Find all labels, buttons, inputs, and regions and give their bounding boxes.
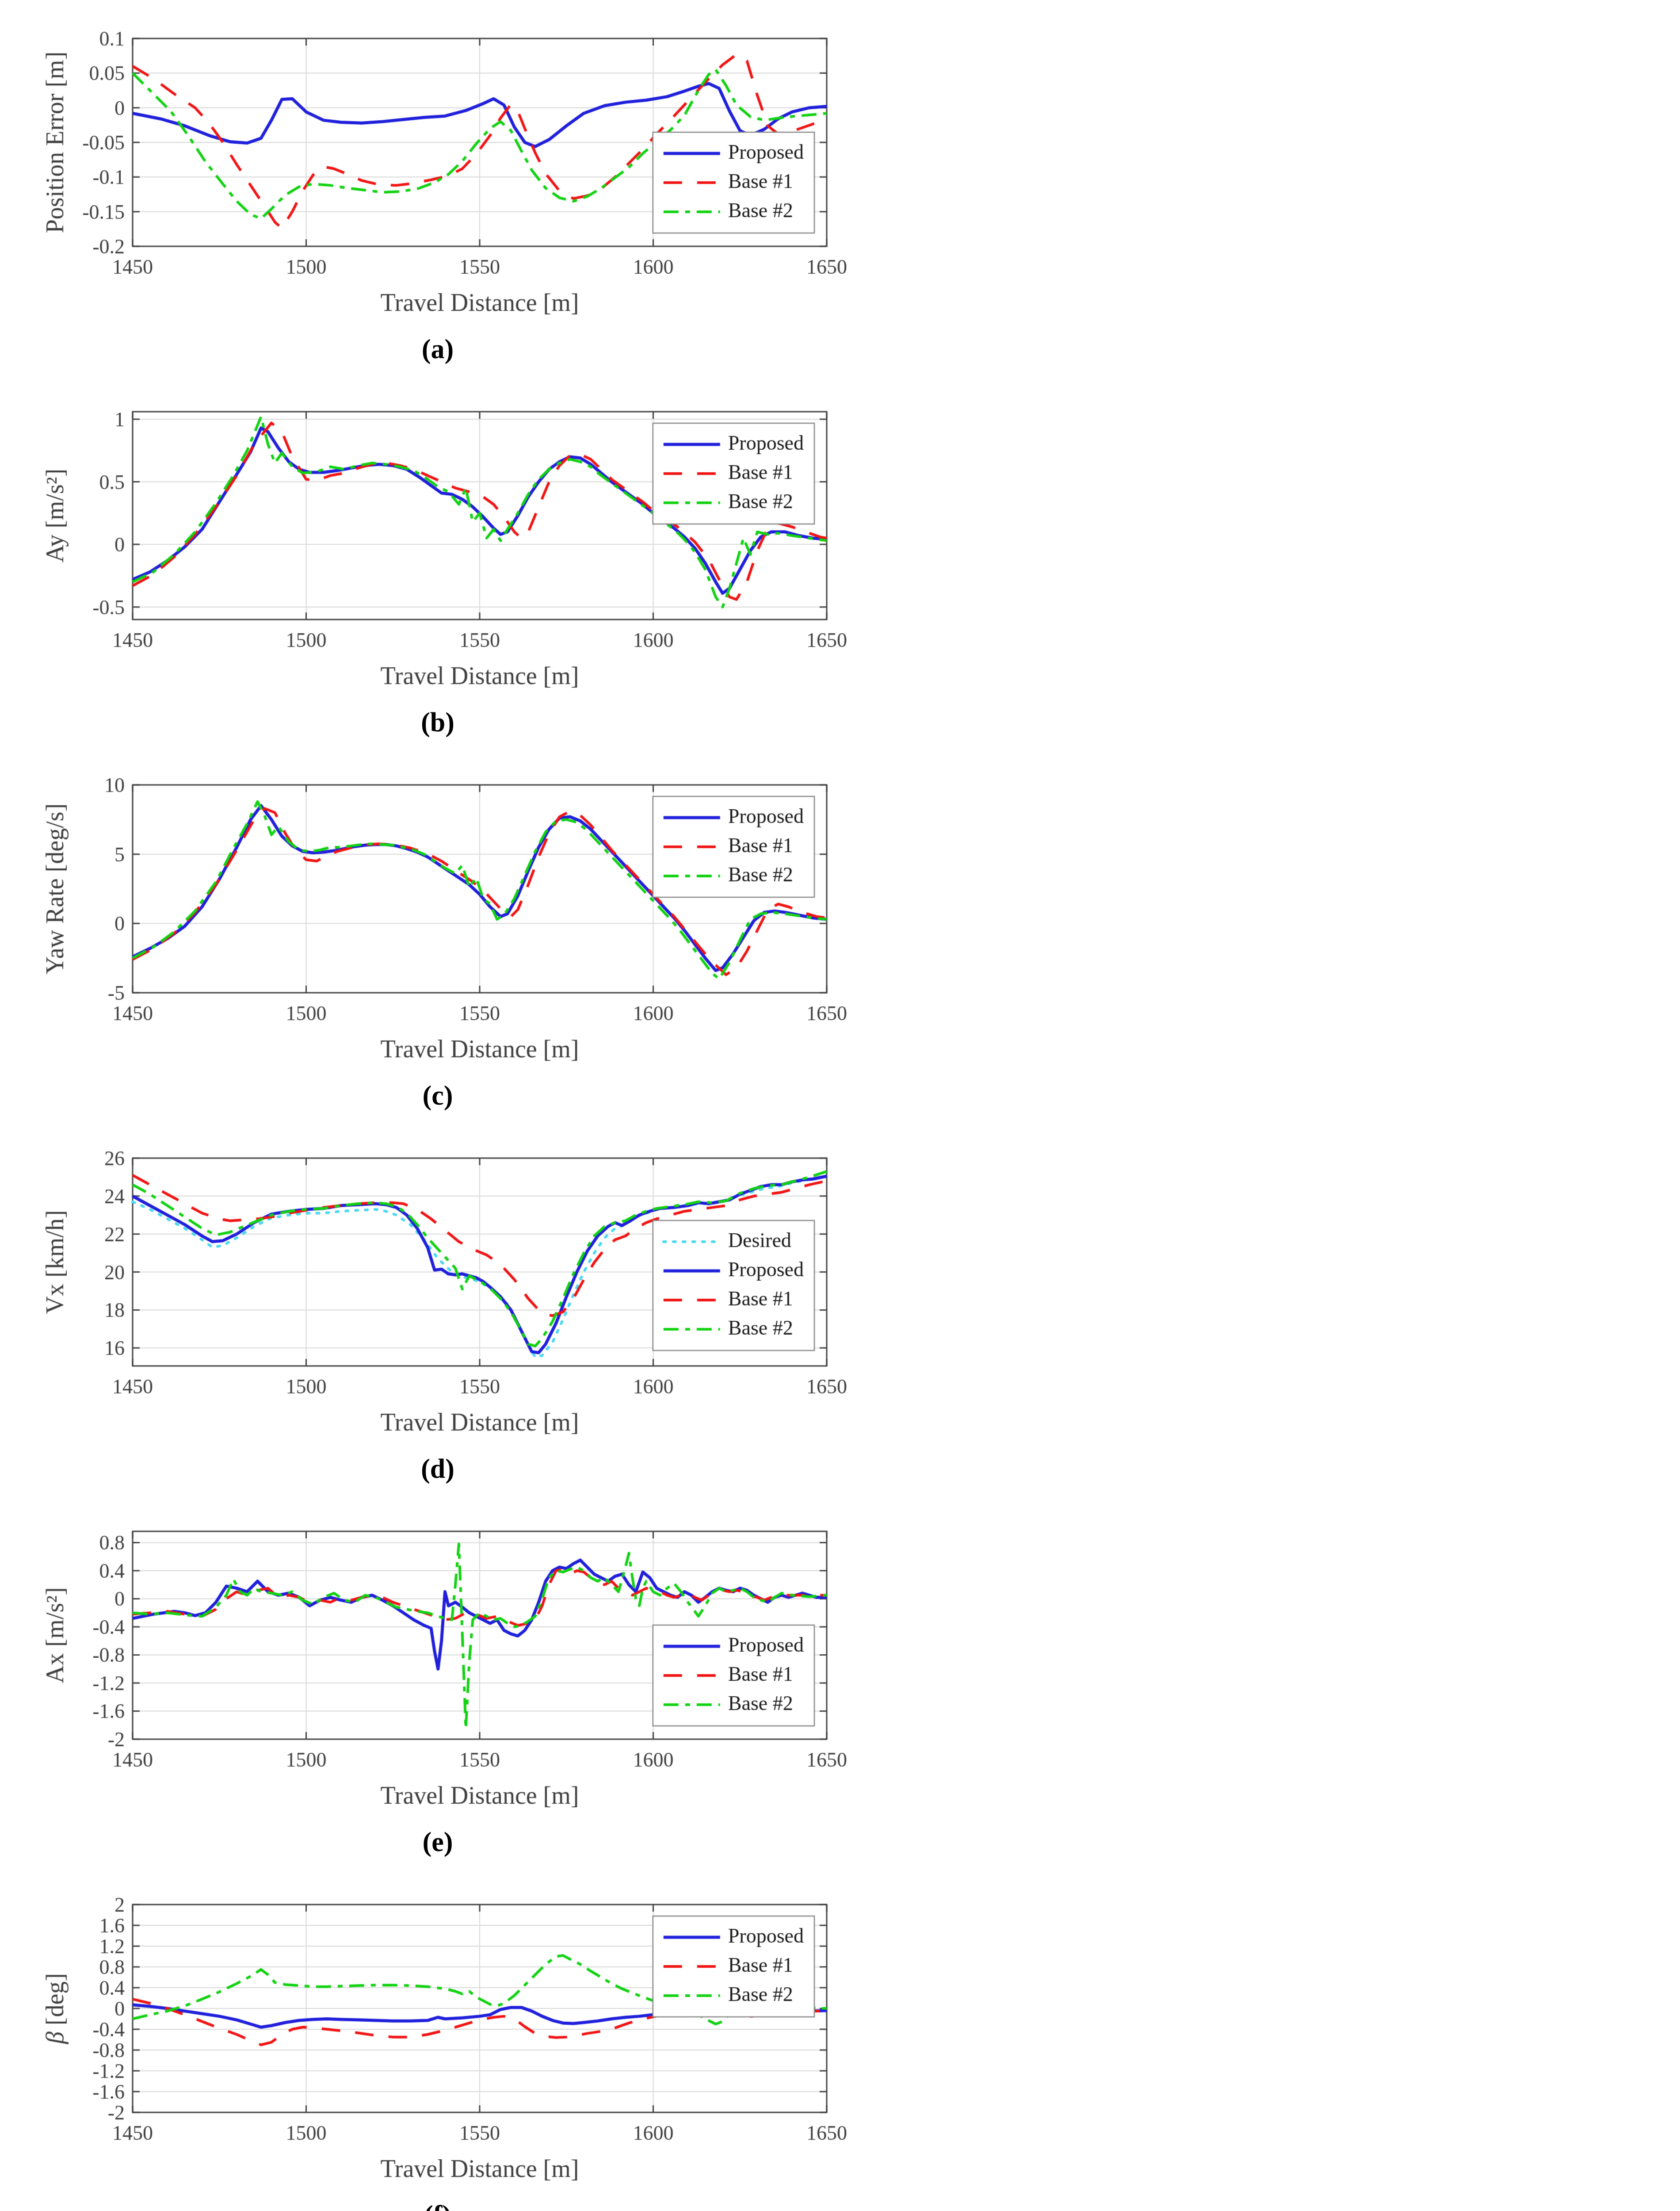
chart-longitudinal-velocity-canvas bbox=[18, 1138, 858, 1448]
chart-lateral-acceleration-canvas bbox=[18, 392, 858, 701]
charts-grid: (a) (b) (c) (d) (e) (f) bbox=[0, 11, 1680, 2211]
chart-position-error-canvas bbox=[18, 19, 858, 328]
caption-b: (b) bbox=[421, 708, 454, 738]
chart-yaw-rate-canvas bbox=[18, 765, 858, 1075]
caption-a: (a) bbox=[421, 334, 454, 364]
chart-lateral-acceleration: (b) bbox=[18, 392, 858, 751]
chart-sideslip-angle: (f) bbox=[18, 1885, 858, 2211]
chart-longitudinal-velocity: (d) bbox=[18, 1138, 858, 1497]
chart-position-error: (a) bbox=[18, 19, 858, 378]
chart-yaw-rate: (c) bbox=[18, 765, 858, 1124]
chart-sideslip-angle-canvas bbox=[18, 1885, 858, 2194]
chart-longitudinal-acceleration: (e) bbox=[18, 1511, 858, 1871]
caption-c: (c) bbox=[422, 1081, 453, 1111]
caption-e: (e) bbox=[422, 1827, 453, 1857]
caption-f: (f) bbox=[18, 2194, 858, 2211]
caption-d: (d) bbox=[421, 1454, 454, 1484]
chart-longitudinal-acceleration-canvas bbox=[18, 1511, 858, 1821]
